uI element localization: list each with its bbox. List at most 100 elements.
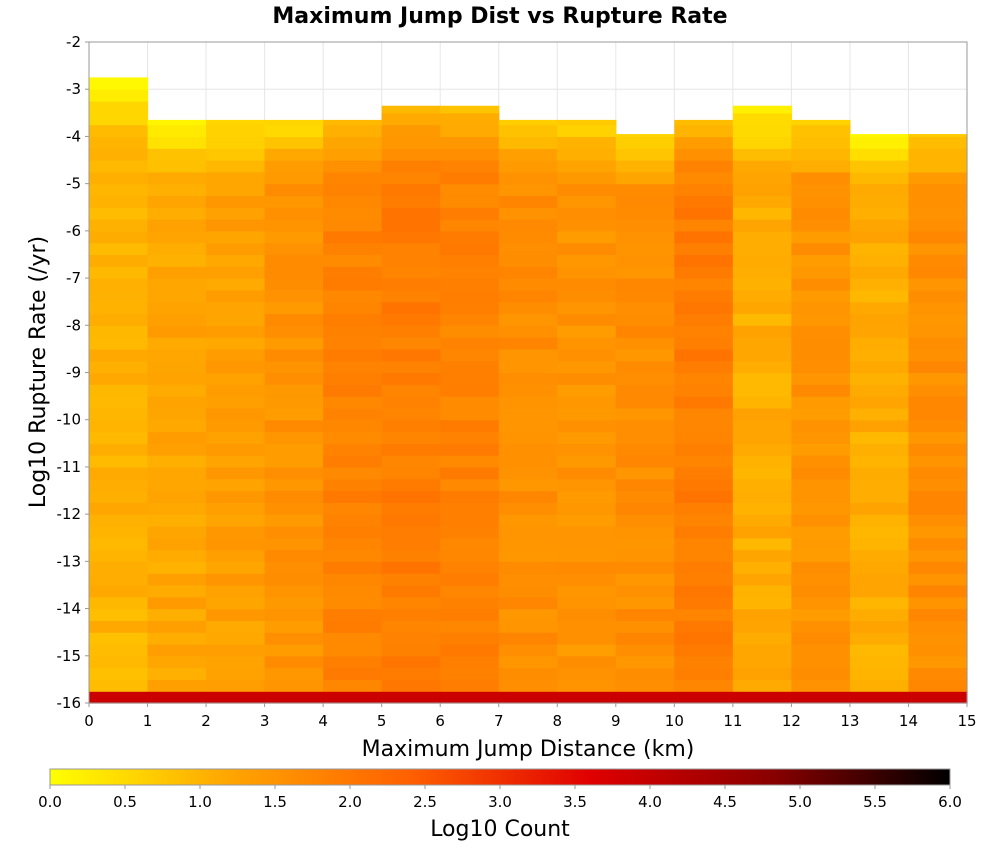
heatmap-cell bbox=[849, 478, 910, 492]
heatmap-cell bbox=[381, 549, 441, 562]
heatmap-cell bbox=[89, 148, 149, 161]
heatmap-cell bbox=[674, 632, 734, 645]
heatmap-cell bbox=[89, 242, 149, 256]
heatmap-cell bbox=[849, 561, 910, 574]
heatmap-cell bbox=[498, 254, 558, 267]
heatmap-cell bbox=[147, 655, 207, 669]
heatmap-cell bbox=[147, 207, 207, 220]
heatmap-cell bbox=[381, 419, 441, 433]
heatmap-cell bbox=[89, 419, 149, 433]
heatmap-cell bbox=[206, 561, 266, 574]
heatmap-cell bbox=[323, 254, 383, 267]
heatmap-cell bbox=[791, 313, 851, 326]
heatmap-cell bbox=[206, 266, 266, 279]
heatmap-cell bbox=[89, 608, 149, 621]
heatmap-cell bbox=[323, 525, 383, 539]
heatmap-cell bbox=[264, 171, 324, 185]
heatmap-cell bbox=[791, 525, 851, 539]
x-tick-label: 5 bbox=[377, 712, 387, 730]
heatmap-cell bbox=[264, 407, 324, 421]
heatmap-cell bbox=[908, 183, 968, 197]
heatmap-cell bbox=[557, 584, 617, 598]
heatmap-cell bbox=[323, 301, 383, 315]
heatmap-cell bbox=[732, 289, 792, 303]
heatmap-cell bbox=[323, 360, 383, 374]
heatmap-cell bbox=[264, 632, 324, 645]
heatmap-cell bbox=[264, 643, 324, 657]
heatmap-cell bbox=[557, 443, 617, 456]
heatmap-cell bbox=[206, 242, 266, 256]
heatmap-cell bbox=[557, 396, 617, 409]
heatmap-cell bbox=[674, 136, 734, 149]
heatmap-cell bbox=[89, 620, 149, 633]
heatmap-cell bbox=[908, 384, 968, 397]
heatmap-cell bbox=[732, 561, 792, 574]
heatmap-cell bbox=[732, 124, 792, 138]
heatmap-cell bbox=[498, 667, 558, 680]
heatmap-cell bbox=[89, 171, 149, 185]
heatmap-cell bbox=[89, 112, 149, 126]
heatmap-cell bbox=[849, 289, 910, 303]
heatmap-cell bbox=[615, 431, 675, 444]
heatmap-cell bbox=[674, 360, 734, 374]
heatmap-cell bbox=[615, 608, 675, 621]
heatmap-cell bbox=[498, 443, 558, 456]
heatmap-cell bbox=[498, 407, 558, 421]
heatmap-cell bbox=[498, 561, 558, 574]
heatmap-cell bbox=[732, 207, 792, 220]
heatmap-cell bbox=[908, 667, 968, 680]
heatmap-cell bbox=[147, 537, 207, 551]
heatmap-cell bbox=[89, 396, 149, 409]
heatmap-cell bbox=[732, 419, 792, 433]
heatmap-cell bbox=[557, 549, 617, 562]
heatmap-cell bbox=[615, 691, 675, 704]
heatmap-cell bbox=[206, 490, 266, 503]
heatmap-cell bbox=[557, 514, 617, 527]
heatmap-cell bbox=[147, 561, 207, 574]
heatmap-cell bbox=[674, 372, 734, 385]
heatmap-cell bbox=[908, 230, 968, 244]
heatmap-cell bbox=[557, 667, 617, 680]
heatmap-cell bbox=[791, 561, 851, 574]
heatmap-cell bbox=[908, 573, 968, 586]
heatmap-cell bbox=[674, 219, 734, 232]
heatmap-cell bbox=[908, 608, 968, 621]
heatmap-cell bbox=[440, 514, 500, 527]
heatmap-cell bbox=[791, 667, 851, 680]
heatmap-cell bbox=[147, 407, 207, 421]
heatmap-cell bbox=[206, 431, 266, 444]
heatmap-cell bbox=[557, 620, 617, 633]
heatmap-cell bbox=[615, 195, 675, 208]
heatmap-cell bbox=[557, 490, 617, 503]
heatmap-cell bbox=[674, 348, 734, 362]
heatmap-cell bbox=[674, 478, 734, 492]
heatmap-cell bbox=[147, 360, 207, 374]
heatmap-cell bbox=[674, 289, 734, 303]
heatmap-cell bbox=[615, 242, 675, 256]
chart-title: Maximum Jump Dist vs Rupture Rate bbox=[272, 4, 727, 29]
heatmap-cell bbox=[147, 372, 207, 385]
heatmap-cell bbox=[206, 514, 266, 527]
heatmap-cell bbox=[323, 455, 383, 468]
heatmap-cell bbox=[264, 266, 324, 279]
heatmap-cell bbox=[791, 431, 851, 444]
heatmap-cell bbox=[557, 596, 617, 610]
heatmap-cell bbox=[908, 407, 968, 421]
heatmap-cell bbox=[264, 325, 324, 338]
heatmap-cell bbox=[674, 655, 734, 669]
heatmap-cell bbox=[264, 655, 324, 669]
heatmap-cell bbox=[89, 337, 149, 350]
heatmap-cell bbox=[908, 443, 968, 456]
heatmap-cell bbox=[674, 195, 734, 208]
heatmap-cell bbox=[498, 313, 558, 326]
x-tick-label: 7 bbox=[494, 712, 504, 730]
heatmap-cell bbox=[381, 490, 441, 503]
heatmap-cell bbox=[849, 455, 910, 468]
heatmap-cell bbox=[498, 119, 558, 126]
heatmap-cell bbox=[147, 691, 207, 704]
heatmap-cell bbox=[381, 443, 441, 456]
heatmap-cell bbox=[381, 112, 441, 126]
heatmap-cell bbox=[206, 643, 266, 657]
heatmap-cell bbox=[206, 384, 266, 397]
heatmap-cell bbox=[89, 478, 149, 492]
